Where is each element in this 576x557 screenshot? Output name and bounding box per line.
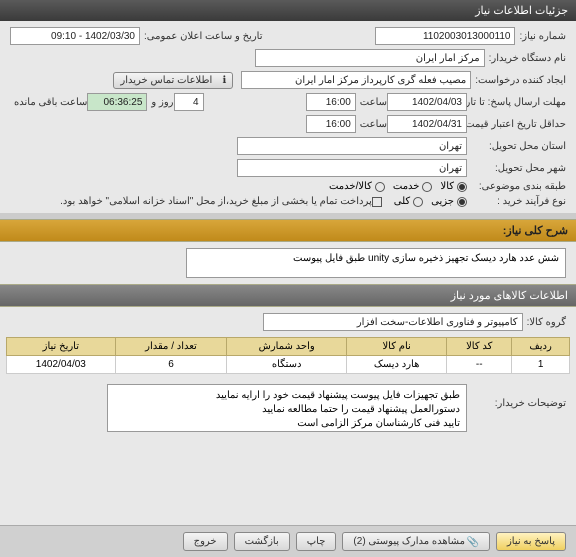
field-validity-time: 16:00 xyxy=(306,115,356,133)
field-remain-days: 4 xyxy=(174,93,204,111)
th-name: نام کالا xyxy=(347,338,447,356)
buy-process-radio-group: جزیی کلی xyxy=(394,196,467,207)
attachments-button[interactable]: 📎 مشاهده مدارک پیوستی (2) xyxy=(342,532,490,551)
field-deliver-city: تهران xyxy=(237,159,467,177)
label-buyer-org: نام دستگاه خریدار: xyxy=(489,53,566,64)
exit-button[interactable]: خروج xyxy=(183,532,228,551)
label-and: روز و xyxy=(151,97,173,108)
field-description: شش عدد هارد دیسک تجهیز ذخیره سازی unity … xyxy=(186,248,566,278)
label-public-datetime: تاریخ و ساعت اعلان عمومی: xyxy=(144,31,263,42)
window-title: جزئیات اطلاعات نیاز xyxy=(0,0,576,21)
table-row[interactable]: 1 -- هارد دیسک دستگاه 6 1402/04/03 xyxy=(7,356,570,374)
field-need-no: 1102003013000110 xyxy=(375,27,515,45)
treasury-checkbox[interactable] xyxy=(372,197,382,207)
th-date: تاریخ نیاز xyxy=(7,338,116,356)
radio-dot-icon xyxy=(422,182,432,192)
field-public-datetime: 1402/03/30 - 09:10 xyxy=(10,27,140,45)
radio-dot-icon xyxy=(375,182,385,192)
label-need-no: شماره نیاز: xyxy=(519,31,566,42)
field-buyer-org: مرکز امار ایران xyxy=(255,49,485,67)
field-goods-group: کامپیوتر و فناوری اطلاعات-سخت افزار xyxy=(263,313,523,331)
radio-partial[interactable]: جزیی xyxy=(431,196,467,207)
respond-button[interactable]: پاسخ به نیاز xyxy=(496,532,566,551)
radio-goods-service[interactable]: کالا/خدمت xyxy=(329,181,385,192)
items-table: ردیف کد کالا نام کالا واحد شمارش تعداد /… xyxy=(6,337,570,374)
contact-info-label: اطلاعات تماس خریدار xyxy=(120,75,212,86)
label-buyer-notes: توضیحات خریدار: xyxy=(471,384,566,409)
label-deliver-city: شهر محل تحویل: xyxy=(471,163,566,174)
back-button[interactable]: بازگشت xyxy=(234,532,290,551)
radio-full[interactable]: کلی xyxy=(394,196,423,207)
print-button[interactable]: چاپ xyxy=(296,532,337,551)
label-hour-1: ساعت xyxy=(360,97,387,108)
field-remain-time: 06:36:25 xyxy=(87,93,147,111)
field-creator: مصیب فعله گری کارپرداز مرکز امار ایران xyxy=(241,71,471,89)
label-pay-note: پرداخت تمام یا بخشی از مبلغ خرید،از محل … xyxy=(60,196,372,207)
label-validity: حداقل تاریخ اعتبار قیمت: تا تاریخ: xyxy=(471,119,566,130)
th-code: کد کالا xyxy=(447,338,512,356)
contact-info-button[interactable]: ℹ اطلاعات تماس خریدار xyxy=(113,72,233,89)
label-buy-process: نوع فرآیند خرید : xyxy=(471,196,566,207)
field-deadline-time: 16:00 xyxy=(306,93,356,111)
label-deadline: مهلت ارسال پاسخ: تا تاریخ: xyxy=(471,97,566,108)
field-exec-city: تهران xyxy=(237,137,467,155)
radio-dot-icon xyxy=(457,182,467,192)
label-exec-city: استان محل تحویل: xyxy=(471,141,566,152)
th-row: ردیف xyxy=(512,338,570,356)
field-validity-date: 1402/04/31 xyxy=(387,115,467,133)
label-subject-class: طبقه بندی موضوعی: xyxy=(471,181,566,192)
field-buyer-notes: طبق تجهیزات فایل پیوست پیشنهاد قیمت خود … xyxy=(107,384,467,432)
radio-dot-icon xyxy=(413,197,423,207)
field-deadline-date: 1402/04/03 xyxy=(387,93,467,111)
th-unit: واحد شمارش xyxy=(227,338,347,356)
subject-class-radio-group: کالا خدمت کالا/خدمت xyxy=(329,181,467,192)
button-bar: پاسخ به نیاز 📎 مشاهده مدارک پیوستی (2) چ… xyxy=(0,525,576,557)
label-creator: ایجاد کننده درخواست: xyxy=(475,75,566,86)
paperclip-icon: 📎 xyxy=(469,537,479,547)
th-qty: تعداد / مقدار xyxy=(115,338,227,356)
radio-service[interactable]: خدمت xyxy=(393,181,433,192)
label-remain: ساعت باقی مانده xyxy=(14,97,87,108)
label-hour-2: ساعت xyxy=(360,119,387,130)
label-goods-group: گروه کالا: xyxy=(527,317,566,328)
radio-goods[interactable]: کالا xyxy=(440,181,467,192)
info-icon: ℹ xyxy=(216,75,226,85)
radio-dot-icon xyxy=(457,197,467,207)
section-items-title: اطلاعات کالاهای مورد نیاز xyxy=(0,284,576,307)
section-desc-title: شرح کلی نیاز: xyxy=(0,219,576,242)
